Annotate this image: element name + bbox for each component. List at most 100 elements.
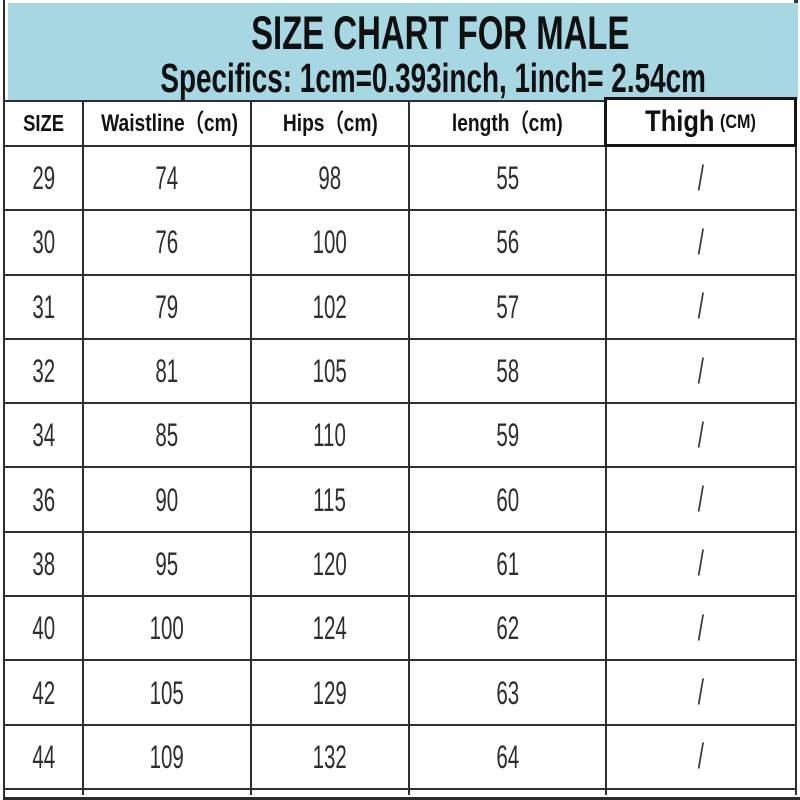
- length-cell: 61: [408, 530, 607, 598]
- hips-cell: 105: [250, 337, 410, 405]
- length-cell: 63: [408, 659, 607, 726]
- cell-value: /: [697, 287, 705, 327]
- cell-value: /: [697, 608, 705, 648]
- cell-value: 105: [312, 353, 348, 390]
- cell-value: 85: [155, 417, 179, 454]
- size-cell: 29: [3, 144, 84, 212]
- cell-value: 32: [32, 353, 55, 390]
- size-cell: 30: [3, 209, 84, 276]
- length-cell: 62: [408, 595, 607, 662]
- table-row: 32 81 105 58 /: [3, 337, 797, 405]
- partial-cutoff-row: [3, 787, 797, 795]
- waistline-cell: 81: [82, 337, 252, 405]
- cell-value: 115: [313, 481, 347, 518]
- hips-cell: 120: [250, 530, 410, 598]
- cell-value: 74: [155, 160, 179, 197]
- waistline-cell: 95: [82, 530, 252, 598]
- waistline-cell: 105: [82, 659, 252, 726]
- waistline-cell: 90: [82, 466, 252, 533]
- col-header-size-label: SIZE: [23, 109, 64, 136]
- cell-value: 56: [496, 224, 519, 261]
- cell-value: 31: [32, 288, 55, 325]
- cell-value: 79: [155, 288, 179, 325]
- col-header-waistline-label: Waistline（cm): [101, 109, 239, 137]
- cell-value: 100: [312, 224, 348, 261]
- cell-value: 98: [318, 160, 342, 197]
- cell-value: 95: [155, 545, 179, 582]
- size-chart-banner: SIZE CHART FOR MALE Specifics: 1cm=0.393…: [8, 3, 798, 100]
- cell-value: 129: [312, 674, 348, 711]
- size-cell: 44: [3, 723, 84, 790]
- length-cell: 57: [408, 273, 607, 340]
- thigh-cell: /: [605, 144, 797, 212]
- col-header-hips: Hips（cm): [250, 100, 410, 147]
- banner-title-row: SIZE CHART FOR MALE: [45, 9, 800, 56]
- table-row: 34 85 110 59 /: [3, 402, 797, 469]
- size-cell: 42: [3, 659, 84, 726]
- cell-value: 120: [312, 545, 348, 582]
- size-cell: 34: [3, 402, 84, 469]
- length-cell: 60: [408, 466, 607, 533]
- cell-value: 81: [155, 353, 179, 390]
- length-cell: 58: [408, 337, 607, 405]
- hips-cell: 124: [250, 595, 410, 662]
- header-row: SIZE Waistline（cm) Hips（cm) length（cm) T…: [3, 97, 797, 147]
- table-row: 38 95 120 61 /: [3, 530, 797, 598]
- cell-value: 55: [496, 160, 519, 197]
- length-cell: 64: [408, 723, 607, 790]
- waistline-cell: 85: [82, 402, 252, 469]
- thigh-cell: /: [605, 723, 797, 790]
- cell-value: 132: [312, 738, 348, 775]
- cell-value: 64: [496, 738, 519, 775]
- unit-conversion-note: Specifics: 1cm=0.393inch, 1inch= 2.54cm: [160, 55, 706, 101]
- length-cell: 56: [408, 209, 607, 276]
- cell-value: /: [697, 737, 705, 777]
- col-header-hips-label: Hips（cm): [282, 109, 378, 137]
- cell-value: 38: [32, 545, 55, 582]
- length-cell: 55: [408, 144, 607, 212]
- col-header-thigh-unit: (CM): [720, 111, 757, 133]
- cell-value: /: [697, 222, 705, 262]
- cell-value: /: [697, 415, 705, 455]
- cell-value: 42: [32, 674, 55, 711]
- thigh-cell: /: [605, 466, 797, 533]
- length-cell: 59: [408, 402, 607, 469]
- cell-value: /: [697, 351, 705, 391]
- table-row: 36 90 115 60 /: [3, 466, 797, 533]
- cell-value: 124: [312, 610, 348, 647]
- table-row: 42 105 129 63 /: [3, 659, 797, 726]
- waistline-cell: 76: [82, 209, 252, 276]
- hips-cell: [250, 787, 410, 795]
- cell-value: 105: [149, 674, 185, 711]
- thigh-cell: /: [605, 402, 797, 469]
- cell-value: 30: [32, 224, 55, 261]
- length-cell: [408, 787, 607, 795]
- waistline-cell: 100: [82, 595, 252, 662]
- cell-value: 76: [155, 224, 179, 261]
- bottom-cutoff-strip: [3, 797, 800, 800]
- table-row: 31 79 102 57 /: [3, 273, 797, 340]
- page-title: SIZE CHART FOR MALE: [250, 6, 630, 59]
- cell-value: 40: [32, 610, 55, 647]
- thigh-cell: [605, 787, 797, 795]
- cell-value: /: [697, 673, 705, 713]
- cell-value: 29: [32, 160, 55, 197]
- thigh-cell: /: [605, 595, 797, 662]
- cell-value: 100: [149, 610, 185, 647]
- cell-value: 63: [496, 674, 519, 711]
- thigh-cell: /: [605, 659, 797, 726]
- cell-value: 59: [496, 417, 519, 454]
- cell-value: 34: [32, 417, 55, 454]
- table-row: 30 76 100 56 /: [3, 209, 797, 276]
- size-table-body: 29 74 98 55/30 76 100 56/31 79 102 57/32 81 105 58/3…: [3, 144, 797, 795]
- hips-cell: 129: [250, 659, 410, 726]
- size-cell: [3, 787, 84, 795]
- hips-cell: 110: [250, 402, 410, 469]
- size-cell: 31: [3, 273, 84, 340]
- hips-cell: 100: [250, 209, 410, 276]
- cell-value: 110: [313, 417, 347, 454]
- thigh-cell: /: [605, 209, 797, 276]
- table-row: 44 109 132 64 /: [3, 723, 797, 790]
- cell-value: /: [697, 544, 705, 584]
